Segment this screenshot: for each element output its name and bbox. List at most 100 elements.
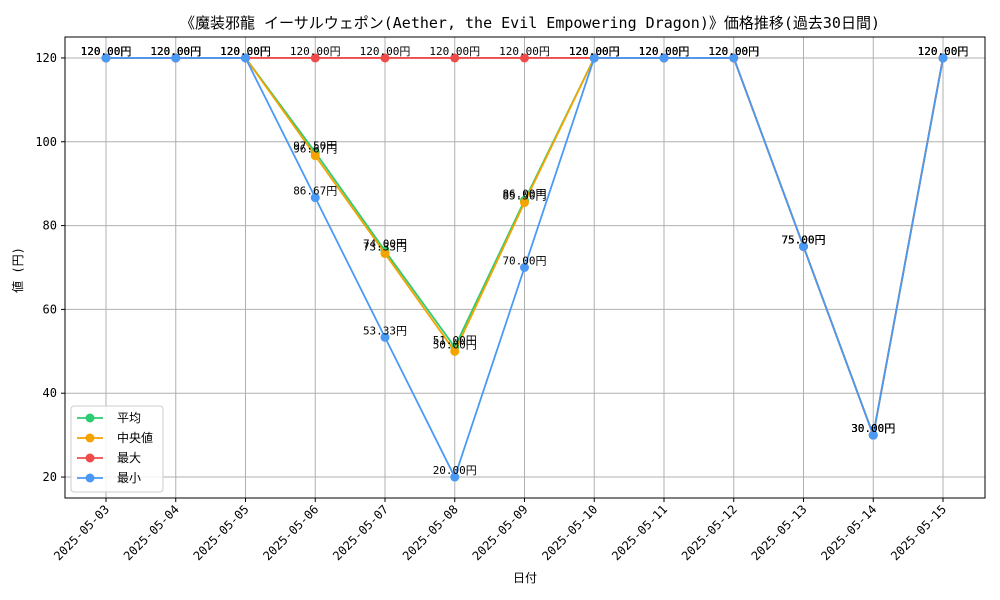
data-point [729, 53, 739, 63]
x-tick-label: 2025-05-03 [51, 502, 112, 563]
data-label: 120.00円 [220, 45, 271, 58]
x-tick-label: 2025-05-07 [330, 502, 391, 563]
x-tick-label: 2025-05-14 [818, 502, 879, 563]
data-point [380, 332, 390, 342]
data-point [520, 53, 529, 63]
data-label: 75.00円 [781, 234, 825, 247]
data-label: 120.00円 [81, 45, 132, 58]
data-point [450, 53, 460, 63]
y-tick-label: 80 [43, 219, 57, 233]
legend-marker [85, 433, 95, 443]
y-tick-label: 100 [35, 135, 57, 149]
data-label: 120.00円 [569, 45, 620, 58]
data-point [310, 53, 320, 63]
series-layer [101, 53, 948, 482]
y-tick-label: 120 [35, 51, 57, 65]
data-label: 20.00円 [433, 464, 477, 477]
legend-label: 中央値 [117, 430, 153, 445]
data-labels: 120.00円 120.00円 120.00円 97.50円 74.00円 51.00円 8… [81, 45, 969, 477]
data-label: 70.00円 [502, 255, 546, 268]
data-label: 120.00円 [150, 45, 201, 58]
y-axis: 20 40 60 80 100 120 [35, 51, 65, 484]
data-label: 120.00円 [81, 45, 132, 58]
data-label: 50.00円 [433, 338, 477, 351]
data-point [659, 53, 669, 63]
data-label: 120.00円 [290, 45, 341, 58]
x-axis: 2025-05-03 2025-05-04 2025-05-05 2025-05-06… [51, 498, 949, 563]
legend-box [70, 405, 164, 493]
data-point [799, 242, 808, 252]
data-label: 30.00円 [851, 422, 895, 435]
data-label: 120.00円 [569, 45, 620, 58]
data-label: 74.00円 [363, 238, 407, 251]
x-tick-label: 2025-05-13 [749, 502, 810, 563]
data-point [868, 430, 878, 440]
data-label: 85.50円 [502, 190, 546, 203]
data-point [310, 151, 320, 161]
x-tick-label: 2025-05-11 [609, 502, 670, 563]
data-label: 86.67円 [293, 185, 337, 198]
data-point [310, 193, 320, 203]
data-label: 120.00円 [81, 45, 132, 58]
data-point [171, 53, 181, 63]
data-label: 51.00円 [433, 334, 477, 347]
x-axis-label: 日付 [513, 571, 537, 585]
x-tick-label: 2025-05-12 [679, 502, 740, 563]
data-label: 120.00円 [708, 45, 759, 58]
data-label: 120.00円 [639, 45, 690, 58]
data-label: 73.33円 [363, 241, 407, 254]
data-label: 120.00円 [150, 45, 201, 58]
y-tick-label: 40 [43, 386, 57, 400]
x-tick-label: 2025-05-10 [539, 502, 600, 563]
legend-marker [85, 473, 95, 483]
data-label: 53.33円 [363, 324, 407, 337]
data-point [380, 53, 390, 63]
data-label: 75.00円 [781, 234, 825, 247]
data-label: 120.00円 [220, 45, 271, 58]
data-label: 75.00円 [781, 234, 825, 247]
data-point [101, 53, 111, 63]
data-label: 120.00円 [918, 45, 969, 58]
data-label: 120.00円 [81, 45, 132, 58]
data-point [241, 53, 250, 63]
data-label: 120.00円 [499, 45, 550, 58]
y-axis-label: 値 (円) [10, 247, 25, 293]
legend-label: 平均 [117, 411, 141, 425]
data-label: 30.00円 [851, 422, 895, 435]
data-label: 120.00円 [569, 45, 620, 58]
data-point [450, 346, 460, 356]
data-label: 120.00円 [708, 45, 759, 58]
data-label: 30.00円 [851, 422, 895, 435]
x-tick-label: 2025-05-15 [888, 502, 949, 563]
data-label: 120.00円 [220, 45, 271, 58]
data-label: 97.50円 [293, 139, 337, 152]
data-point [520, 263, 529, 272]
data-label: 120.00円 [918, 45, 969, 58]
data-label: 120.00円 [918, 45, 969, 58]
data-label: 120.00円 [150, 45, 201, 58]
data-label: 120.00円 [220, 45, 271, 58]
data-label: 30.00円 [851, 422, 895, 435]
data-label: 120.00円 [360, 45, 411, 58]
legend-label: 最小 [117, 471, 141, 485]
data-label: 120.00円 [639, 45, 690, 58]
data-point [589, 53, 599, 63]
x-tick-label: 2025-05-04 [121, 502, 182, 563]
legend-label: 最大 [117, 451, 141, 465]
data-label: 120.00円 [639, 45, 690, 58]
x-tick-label: 2025-05-08 [400, 502, 461, 563]
data-label: 75.00円 [781, 234, 825, 247]
x-tick-label: 2025-05-09 [470, 502, 531, 563]
x-tick-label: 2025-05-05 [191, 502, 252, 563]
data-point [450, 472, 460, 482]
data-point [380, 249, 390, 259]
y-tick-label: 60 [43, 302, 57, 316]
data-label: 96.67円 [293, 143, 337, 156]
data-point [520, 198, 529, 208]
y-tick-label: 20 [43, 470, 57, 484]
data-label: 120.00円 [708, 45, 759, 58]
legend-marker [85, 453, 95, 463]
x-tick-label: 2025-05-06 [260, 502, 321, 563]
